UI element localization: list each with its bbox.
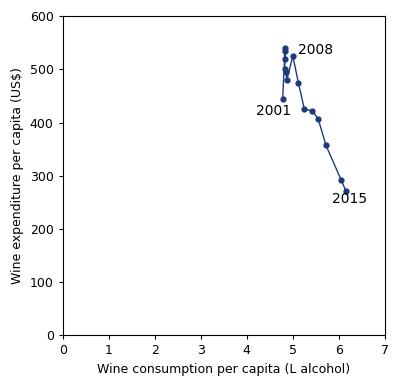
Text: 2015: 2015 <box>332 192 367 206</box>
Text: 2001: 2001 <box>256 104 291 118</box>
X-axis label: Wine consumption per capita (L alcohol): Wine consumption per capita (L alcohol) <box>97 363 350 376</box>
Y-axis label: Wine expenditure per capita (US$): Wine expenditure per capita (US$) <box>11 67 24 284</box>
Text: 2008: 2008 <box>298 43 334 57</box>
